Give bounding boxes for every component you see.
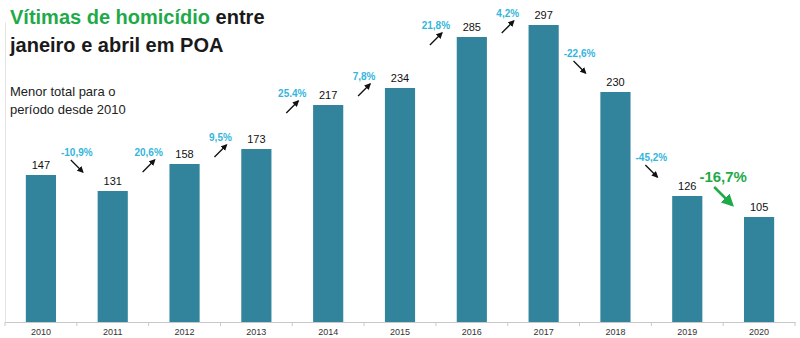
- x-separator: [435, 322, 436, 326]
- data-label: 131: [104, 175, 122, 187]
- x-separator: [220, 322, 221, 326]
- chart: 2010 2011 2012 2013 2014 2015 2016 2017 2018 2019…: [0, 0, 800, 338]
- change-arrow: [286, 101, 298, 113]
- data-label: 297: [534, 9, 552, 21]
- x-tick: 2014: [318, 322, 338, 337]
- change-arrow: [574, 61, 586, 73]
- x-tick-label: 2014: [318, 327, 338, 337]
- bar: [313, 105, 343, 322]
- data-label: 126: [678, 180, 696, 192]
- data-label: 105: [750, 201, 768, 213]
- x-axis: 2010 2011 2012 2013 2014 2015 2016 2017 2018 2019…: [5, 322, 796, 337]
- change-label: -16,7%: [699, 168, 747, 185]
- title: Vítimas de homicídio entrejaneiro e abri…: [9, 6, 265, 56]
- change-arrow: [143, 160, 155, 172]
- change-label: 4,2%: [496, 8, 519, 19]
- x-tick-label: 2010: [31, 327, 51, 337]
- bar: [672, 196, 702, 322]
- x-tick-label: 2019: [677, 327, 697, 337]
- x-tick: 2011: [103, 322, 122, 337]
- x-separator: [795, 322, 796, 326]
- change-label: -45,2%: [636, 152, 668, 163]
- x-separator: [292, 322, 293, 326]
- x-tick-label: 2017: [534, 327, 554, 337]
- change-label: 21,8%: [422, 20, 450, 31]
- x-separator: [651, 322, 652, 326]
- data-label: 147: [32, 159, 50, 171]
- change-arrow: [214, 145, 226, 157]
- x-tick: 2017: [534, 322, 554, 337]
- x-separator: [723, 322, 724, 326]
- x-tick: 2015: [390, 322, 410, 337]
- x-separator: [507, 322, 508, 326]
- x-tick-label: 2020: [749, 327, 769, 337]
- change-arrow: [71, 160, 83, 172]
- x-tick: 2012: [175, 322, 195, 337]
- x-tick-label: 2018: [605, 327, 625, 337]
- x-tick: 2016: [462, 322, 482, 337]
- subtitle: Menor total para operíodo desde 2010: [10, 84, 126, 117]
- bar: [98, 191, 128, 322]
- change-label: -22,6%: [564, 48, 596, 59]
- data-label: 158: [175, 148, 193, 160]
- change-arrow: [502, 21, 514, 33]
- bar: [26, 175, 56, 322]
- bar: [457, 37, 487, 322]
- bar: [744, 217, 774, 322]
- y-axis-line: [5, 23, 6, 323]
- y-axis: [5, 23, 6, 323]
- data-label: 285: [463, 21, 481, 33]
- x-tick-label: 2013: [246, 327, 266, 337]
- change-label: -10,9%: [61, 147, 93, 158]
- change-arrow: [645, 165, 657, 177]
- x-tick: 2013: [246, 322, 266, 337]
- bar: [600, 92, 630, 322]
- x-tick-label: 2011: [103, 327, 122, 337]
- data-label: 217: [319, 89, 337, 101]
- change-arrow: [358, 84, 370, 96]
- x-tick-label: 2012: [175, 327, 195, 337]
- x-separator: [148, 322, 149, 326]
- x-axis-line: [6, 322, 796, 323]
- change-arrow: [714, 187, 732, 205]
- data-label: 230: [606, 76, 624, 88]
- x-tick: 2019: [677, 322, 697, 337]
- x-tick: 2020: [749, 322, 769, 337]
- bar: [529, 25, 559, 322]
- x-tick: 2010: [31, 322, 51, 337]
- bar: [241, 149, 271, 322]
- x-tick: 2018: [605, 322, 625, 337]
- bar: [169, 164, 199, 322]
- x-separator: [5, 322, 6, 326]
- bar: [385, 88, 415, 322]
- x-separator: [76, 322, 77, 326]
- change-arrow: [430, 33, 442, 45]
- change-label: 7,8%: [353, 71, 376, 82]
- change-label: 9,5%: [209, 132, 232, 143]
- x-separator: [579, 322, 580, 326]
- x-separator: [364, 322, 365, 326]
- data-label: 173: [247, 133, 265, 145]
- bars: [26, 25, 774, 322]
- change-label: 25.4%: [278, 88, 306, 99]
- x-tick-label: 2016: [462, 327, 482, 337]
- data-label: 234: [391, 72, 409, 84]
- change-label: 20,6%: [134, 147, 162, 158]
- x-tick-label: 2015: [390, 327, 410, 337]
